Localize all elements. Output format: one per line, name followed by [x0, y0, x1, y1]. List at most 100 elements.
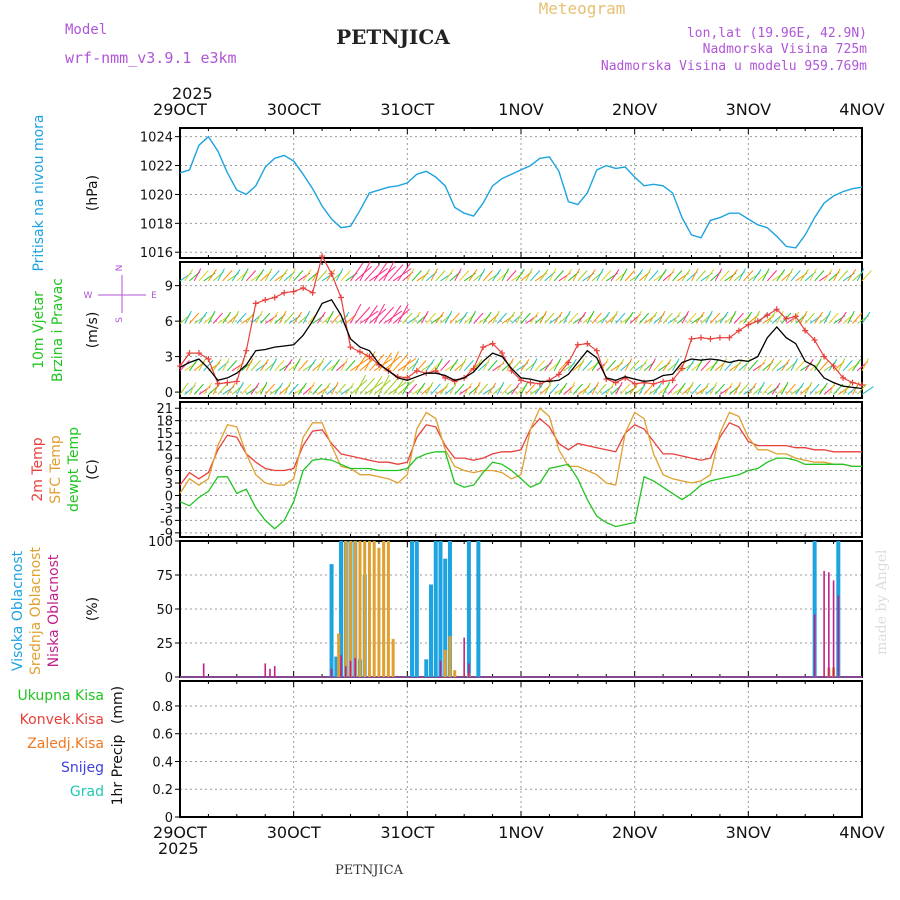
- wind-gust-marker: [716, 334, 723, 341]
- wind-arrow: [819, 360, 830, 372]
- wind-arrow: [515, 310, 524, 324]
- wind-gust-marker: [338, 294, 345, 301]
- wind-arrow: [411, 270, 422, 282]
- wind-gust-marker: [641, 379, 648, 386]
- cloud-bar: [391, 638, 395, 677]
- wind-arrow: [530, 358, 538, 372]
- wind-arrow: [553, 270, 564, 282]
- unit-label-clouds: (%): [85, 597, 101, 621]
- cloud-bar: [448, 636, 452, 677]
- wind-arrow: [241, 383, 252, 395]
- cloud-bar: [334, 656, 339, 677]
- temp-ylabel-2: dewpt Temp: [66, 427, 82, 512]
- wind-arrow: [534, 360, 545, 372]
- wind-arrow: [326, 310, 334, 324]
- wind-arrow: [501, 383, 512, 395]
- wind-arrow: [615, 381, 623, 395]
- cloud-ylabel-1: Srednja Oblacnost: [28, 547, 44, 675]
- wind-gust-marker: [233, 378, 240, 385]
- wind-arrow: [208, 269, 217, 282]
- pressure-ylabel: Pritisak na nivou mora: [31, 114, 47, 271]
- wind-arrow: [378, 374, 390, 395]
- wind-arrow: [511, 360, 522, 372]
- y-tick-label: 0.2: [152, 783, 173, 798]
- wind-arrow: [449, 312, 460, 324]
- compass-e: E: [151, 291, 157, 301]
- x-tick-bottom: 29OCT: [153, 823, 207, 842]
- precip-legend-3: Snijeg: [61, 760, 104, 776]
- wind-arrow: [397, 262, 411, 282]
- y-tick-label: 0: [165, 671, 173, 686]
- wind-arrow: [345, 382, 355, 395]
- wind-arrow: [198, 311, 208, 324]
- altitude-label: Nadmorska Visina 725m: [703, 42, 868, 57]
- wind-arrow: [710, 359, 719, 372]
- wind-arrow: [823, 269, 833, 282]
- wind-gust-marker: [631, 380, 638, 387]
- wind-arrow: [733, 312, 744, 324]
- wind-arrow: [714, 268, 723, 282]
- precip-legend-4: Grad: [70, 784, 104, 800]
- wind-arrow: [449, 359, 459, 372]
- precip-ylabel: 1hr Precip: [110, 735, 126, 806]
- cloud-bar: [269, 668, 271, 677]
- wind-arrow: [861, 358, 870, 372]
- wind-arrow: [856, 383, 867, 395]
- wind-arrow: [468, 269, 478, 282]
- wind-arrow: [189, 381, 197, 395]
- wind-arrow: [681, 269, 691, 282]
- wind-arrow: [667, 268, 675, 282]
- wind-arrow: [454, 268, 462, 282]
- cloud-bar: [443, 558, 448, 677]
- model-label: Model: [65, 22, 107, 38]
- wind-arrow: [672, 270, 683, 282]
- x-tick-bottom: 4NOV: [839, 823, 884, 842]
- wind-gust-marker: [735, 327, 742, 334]
- wind-arrow: [795, 382, 805, 395]
- temp-line-0: [179, 417, 862, 486]
- wind-arrow: [288, 268, 296, 282]
- wind-arrow: [189, 312, 200, 324]
- wind-arrow: [411, 358, 420, 372]
- cloud-bar: [363, 541, 367, 677]
- wind-gust-marker: [243, 347, 250, 354]
- wind-arrow: [601, 270, 612, 282]
- wind-arrow: [596, 268, 604, 282]
- wind-ylabel-1: 10m Vjetar: [31, 291, 47, 369]
- wind-arrow: [837, 270, 849, 282]
- y-tick-label: 0.4: [152, 755, 173, 770]
- wind-arrow: [260, 381, 268, 395]
- wind-arrow: [785, 383, 796, 395]
- wind-arrow: [345, 360, 356, 372]
- wind-arrow: [596, 383, 607, 395]
- wind-gust-marker: [574, 341, 581, 348]
- cloud-ylabel-0: Visoka Oblacnost: [10, 550, 26, 671]
- wind-arrow: [316, 270, 328, 282]
- wind-arrow: [620, 268, 628, 282]
- wind-gust-marker: [555, 371, 562, 378]
- temp-ylabel-0: 2m Temp: [30, 437, 46, 501]
- cloud-bar: [828, 572, 830, 677]
- cloud-bar: [353, 541, 357, 677]
- station-title: PETNJICA: [336, 25, 450, 49]
- wind-gust-marker: [679, 365, 686, 372]
- cloud-bar: [823, 570, 825, 677]
- wind-arrow: [293, 358, 301, 372]
- wind-arrow: [487, 382, 497, 395]
- wind-arrow: [283, 312, 294, 324]
- wind-arrow: [435, 311, 445, 324]
- wind-arrow: [421, 310, 429, 324]
- unit-label-wind: (m/s): [85, 312, 101, 349]
- wind-arrow: [383, 377, 399, 395]
- wind-arrow: [492, 269, 502, 282]
- wind-arrow: [321, 382, 331, 395]
- y-tick-label: 25: [156, 637, 173, 652]
- wind-gust-marker: [650, 380, 657, 387]
- wind-arrow: [747, 360, 759, 372]
- wind-arrow: [293, 311, 303, 324]
- wind-arrow: [629, 382, 639, 395]
- cloud-bar: [832, 580, 835, 677]
- wind-arrow: [203, 382, 213, 395]
- wind-gust-marker: [849, 379, 856, 386]
